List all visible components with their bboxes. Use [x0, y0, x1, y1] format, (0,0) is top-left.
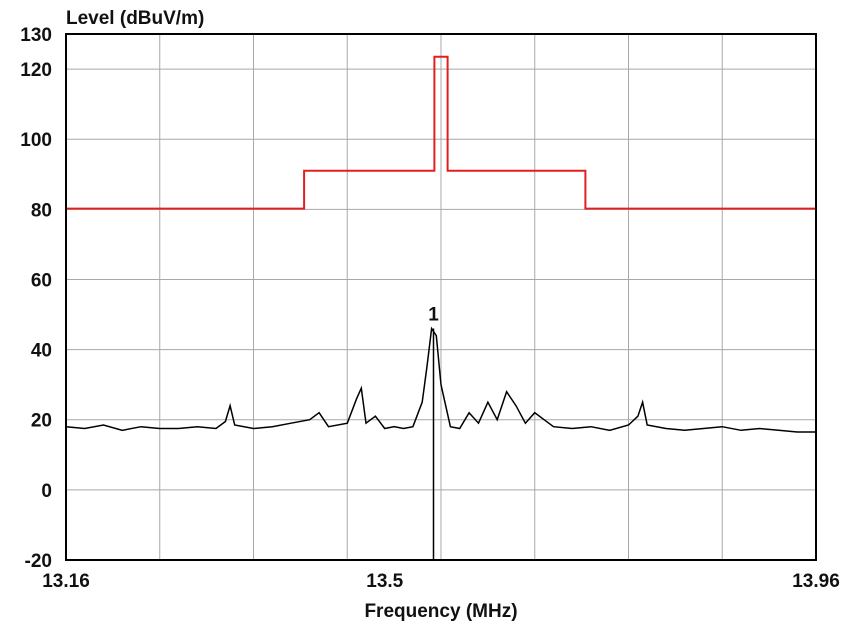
limit-line-series	[66, 55, 816, 210]
y-axis-tick-labels: 130 120 100 80 60 40 20 0 -20	[20, 25, 52, 572]
y-axis-title: Level (dBuV/m)	[66, 8, 204, 29]
x-tick-label: 13.16	[42, 571, 90, 592]
y-tick-label: -20	[25, 551, 52, 572]
y-tick-label: 80	[31, 200, 52, 221]
x-tick-label: 13.5	[366, 571, 403, 592]
y-tick-label: 130	[20, 25, 52, 46]
x-tick-label: 13.96	[792, 571, 840, 592]
y-tick-label: 100	[20, 130, 52, 151]
x-axis-title: Frequency (MHz)	[364, 601, 517, 622]
y-tick-label: 60	[31, 270, 52, 291]
y-tick-label: 0	[41, 481, 52, 502]
plot-frame	[65, 33, 817, 561]
y-tick-label: 40	[31, 341, 52, 362]
marker-layer: 1	[428, 305, 439, 560]
marker-label: 1	[428, 305, 439, 326]
x-axis-tick-labels: 13.16 13.5 13.96	[42, 571, 840, 592]
y-tick-label: 120	[20, 60, 52, 81]
y-tick-label: 20	[31, 411, 52, 432]
